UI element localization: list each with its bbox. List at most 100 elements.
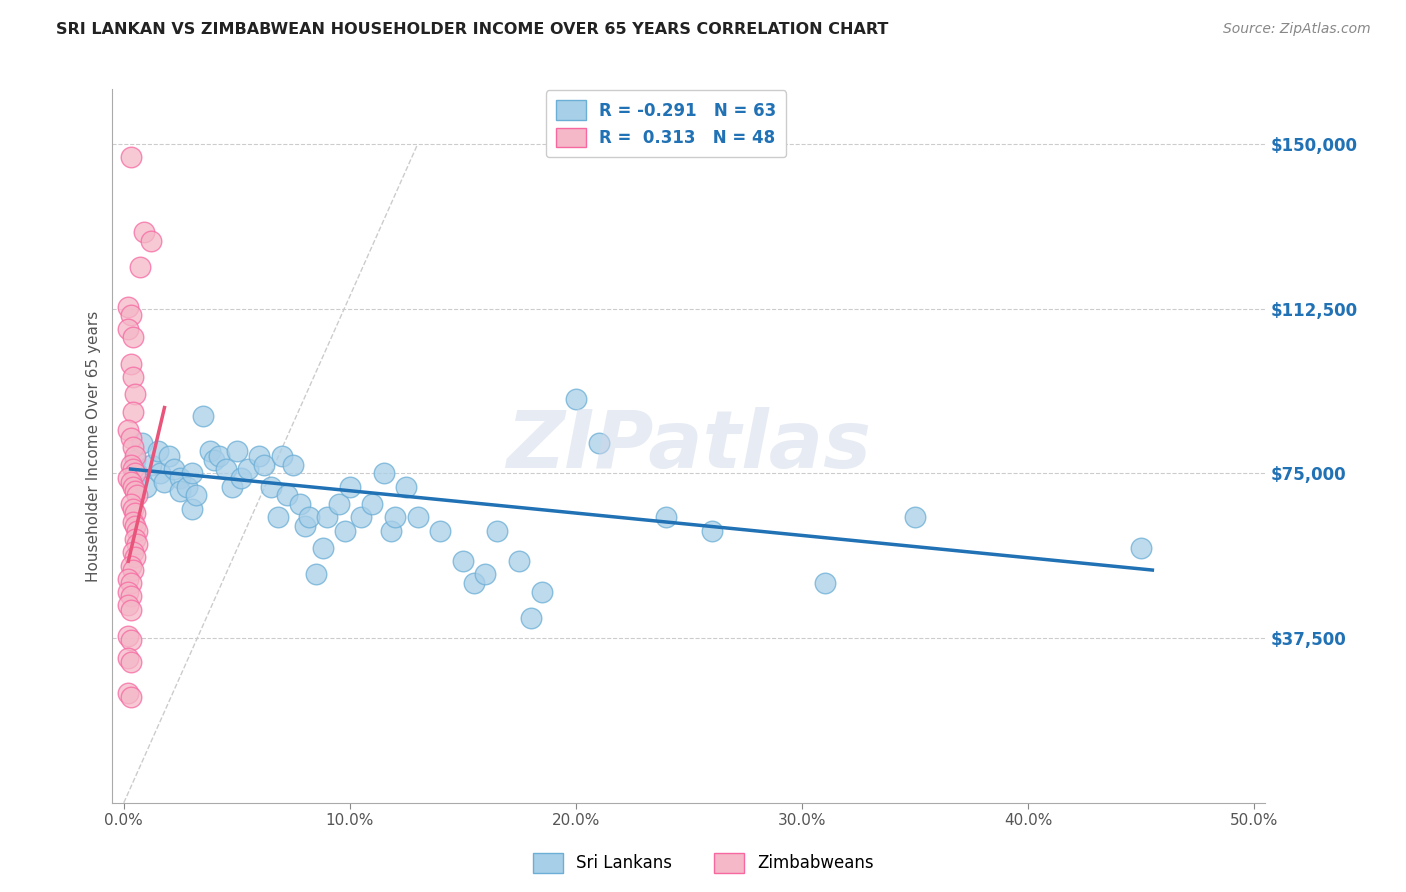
- Point: [117, 686, 139, 700]
- Point: [305, 567, 328, 582]
- Point: [298, 510, 321, 524]
- Point: [139, 234, 162, 248]
- Point: [120, 576, 142, 591]
- Point: [120, 655, 142, 669]
- Point: [260, 480, 283, 494]
- Point: [117, 598, 139, 612]
- Point: [249, 449, 271, 463]
- Point: [519, 611, 541, 625]
- Point: [565, 392, 588, 406]
- Point: [655, 510, 678, 524]
- Point: [120, 431, 142, 445]
- Point: [276, 488, 298, 502]
- Point: [121, 545, 143, 559]
- Point: [221, 480, 243, 494]
- Point: [117, 629, 139, 643]
- Point: [117, 585, 139, 599]
- Point: [350, 510, 373, 524]
- Point: [813, 576, 835, 591]
- Point: [406, 510, 429, 524]
- Point: [1130, 541, 1153, 555]
- Point: [294, 519, 316, 533]
- Point: [124, 483, 146, 498]
- Point: [361, 497, 384, 511]
- Point: [121, 462, 143, 476]
- Point: [266, 510, 288, 524]
- Point: [117, 651, 139, 665]
- Point: [184, 488, 207, 502]
- Point: [117, 300, 139, 314]
- Point: [120, 357, 142, 371]
- Point: [312, 541, 335, 555]
- Point: [451, 554, 474, 568]
- Point: [149, 467, 172, 481]
- Y-axis label: Householder Income Over 65 years: Householder Income Over 65 years: [86, 310, 101, 582]
- Point: [121, 369, 143, 384]
- Point: [124, 449, 146, 463]
- Point: [124, 453, 146, 467]
- Point: [384, 510, 406, 524]
- Point: [283, 458, 305, 472]
- Point: [335, 524, 357, 538]
- Point: [120, 458, 142, 472]
- Point: [180, 467, 202, 481]
- Point: [121, 515, 143, 529]
- Point: [328, 497, 350, 511]
- Point: [198, 444, 221, 458]
- Point: [121, 440, 143, 454]
- Point: [169, 483, 191, 498]
- Point: [120, 309, 142, 323]
- Point: [124, 519, 146, 533]
- Point: [530, 585, 553, 599]
- Point: [124, 467, 146, 481]
- Point: [134, 225, 156, 239]
- Point: [169, 471, 191, 485]
- Point: [121, 501, 143, 516]
- Point: [373, 467, 395, 481]
- Point: [180, 501, 202, 516]
- Point: [121, 405, 143, 419]
- Point: [117, 471, 139, 485]
- Point: [117, 572, 139, 586]
- Point: [124, 506, 146, 520]
- Point: [127, 467, 149, 481]
- Point: [508, 554, 530, 568]
- Point: [117, 423, 139, 437]
- Point: [120, 602, 142, 616]
- Point: [121, 480, 143, 494]
- Point: [157, 449, 180, 463]
- Point: [127, 524, 149, 538]
- Point: [139, 458, 162, 472]
- Point: [124, 549, 146, 564]
- Point: [253, 458, 276, 472]
- Point: [117, 321, 139, 335]
- Point: [380, 524, 402, 538]
- Point: [225, 444, 247, 458]
- Point: [288, 497, 311, 511]
- Point: [127, 537, 149, 551]
- Point: [128, 260, 150, 274]
- Point: [339, 480, 361, 494]
- Point: [127, 488, 149, 502]
- Point: [904, 510, 927, 524]
- Point: [214, 462, 236, 476]
- Point: [120, 633, 142, 648]
- Text: ZIPatlas: ZIPatlas: [506, 407, 872, 485]
- Text: SRI LANKAN VS ZIMBABWEAN HOUSEHOLDER INCOME OVER 65 YEARS CORRELATION CHART: SRI LANKAN VS ZIMBABWEAN HOUSEHOLDER INC…: [56, 22, 889, 37]
- Point: [146, 444, 169, 458]
- Legend: R = -0.291   N = 63, R =  0.313   N = 48: R = -0.291 N = 63, R = 0.313 N = 48: [546, 90, 786, 157]
- Point: [202, 453, 225, 467]
- Point: [135, 480, 157, 494]
- Point: [429, 524, 451, 538]
- Point: [121, 330, 143, 344]
- Point: [120, 590, 142, 604]
- Point: [231, 471, 253, 485]
- Point: [131, 435, 153, 450]
- Point: [124, 387, 146, 401]
- Point: [316, 510, 339, 524]
- Point: [474, 567, 496, 582]
- Point: [463, 576, 485, 591]
- Point: [176, 480, 198, 494]
- Point: [236, 462, 259, 476]
- Point: [271, 449, 294, 463]
